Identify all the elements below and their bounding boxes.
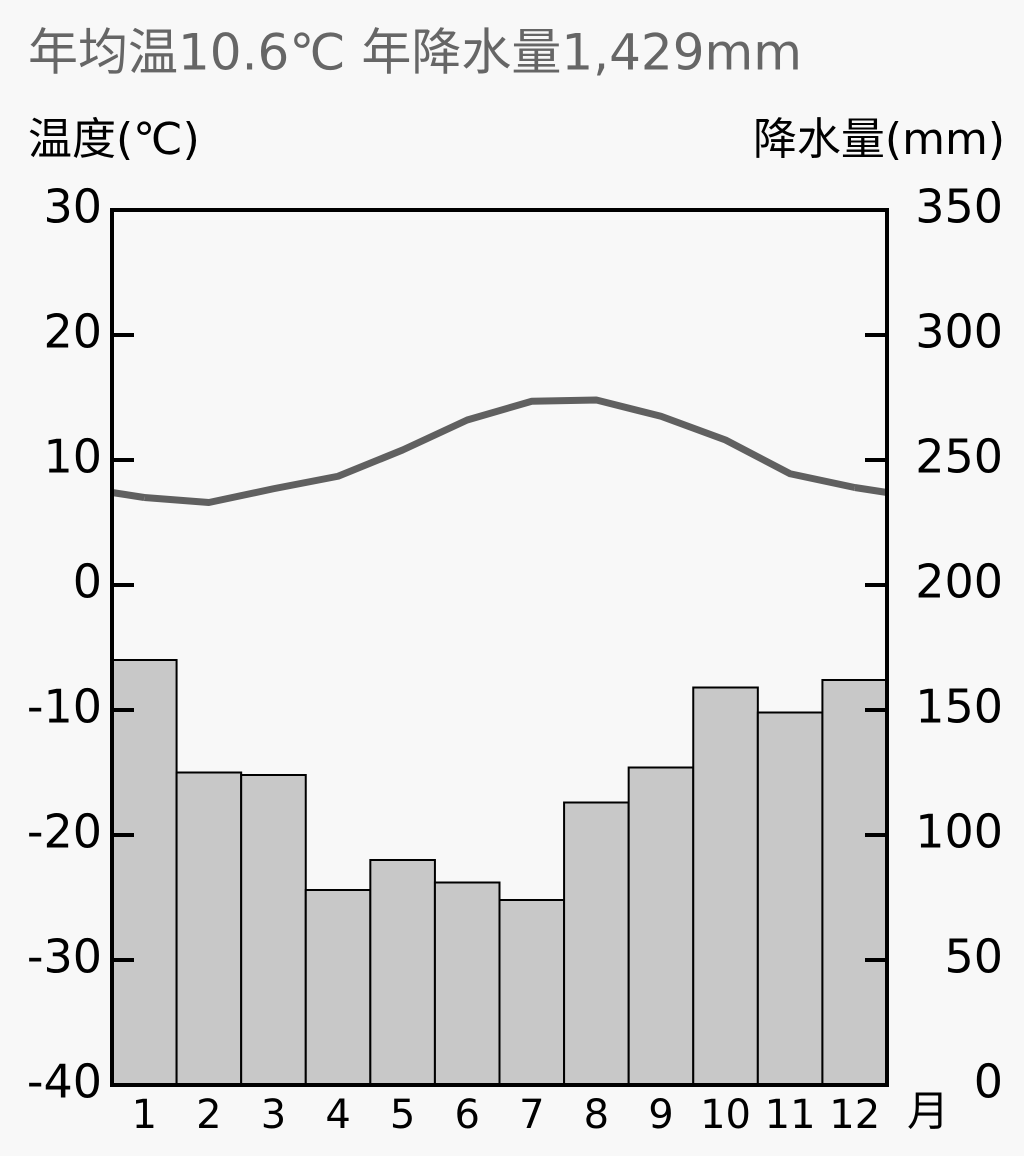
y2-tick-label: 0 (974, 1055, 1003, 1109)
y2-tick-label: 50 (944, 930, 1003, 984)
x-axis-label: 月 (907, 1087, 949, 1136)
y2-tick-label: 200 (915, 555, 1003, 609)
y-tick-label: -10 (27, 680, 102, 734)
x-tick-label: 9 (648, 1092, 673, 1138)
bar (692, 686, 759, 1086)
y-tick-label: 30 (43, 180, 102, 234)
bar (304, 889, 372, 1086)
y-tick-label: 0 (73, 555, 102, 609)
x-tick-label: 12 (829, 1092, 880, 1138)
bar (111, 659, 178, 1086)
y-tick-label: 20 (43, 305, 102, 359)
x-tick-label: 2 (196, 1092, 221, 1138)
bar (240, 774, 307, 1086)
bar (369, 859, 436, 1086)
x-tick-label: 5 (390, 1092, 415, 1138)
y-tick-label: -30 (27, 930, 102, 984)
y2-tick-label: 350 (915, 180, 1003, 234)
bar (175, 771, 243, 1086)
x-tick-label: 1 (132, 1092, 157, 1138)
chart-title: 年均温10.6℃ 年降水量1,429mm (28, 24, 802, 82)
x-tick-label: 6 (454, 1092, 479, 1138)
y2-tick-label: 150 (915, 680, 1003, 734)
bar (627, 766, 695, 1086)
x-tick-label: 10 (700, 1092, 751, 1138)
wrap-line (854, 484, 888, 496)
x-tick-label: 4 (325, 1092, 350, 1138)
y-tick-label: -20 (27, 805, 102, 859)
y2-axis-label: 降水量(mm) (753, 114, 1005, 165)
temperature-line (144, 396, 856, 506)
x-tick-label: 11 (765, 1092, 816, 1138)
wrap-line (111, 489, 145, 501)
x-tick-label: 8 (584, 1092, 609, 1138)
x-tick-label: 7 (519, 1092, 544, 1138)
y2-tick-label: 300 (915, 305, 1003, 359)
x-tick-label: 3 (261, 1092, 286, 1138)
bar (821, 679, 889, 1086)
plot-frame (110, 208, 889, 1087)
y2-tick-label: 100 (915, 805, 1003, 859)
y-axis-label: 温度(℃) (28, 114, 200, 165)
bar (756, 711, 824, 1086)
bar (433, 881, 501, 1086)
y-tick-label: 10 (43, 430, 102, 484)
y-tick-label: -40 (27, 1055, 102, 1109)
bar (498, 899, 566, 1086)
y2-tick-label: 250 (915, 430, 1003, 484)
bar (563, 801, 630, 1086)
